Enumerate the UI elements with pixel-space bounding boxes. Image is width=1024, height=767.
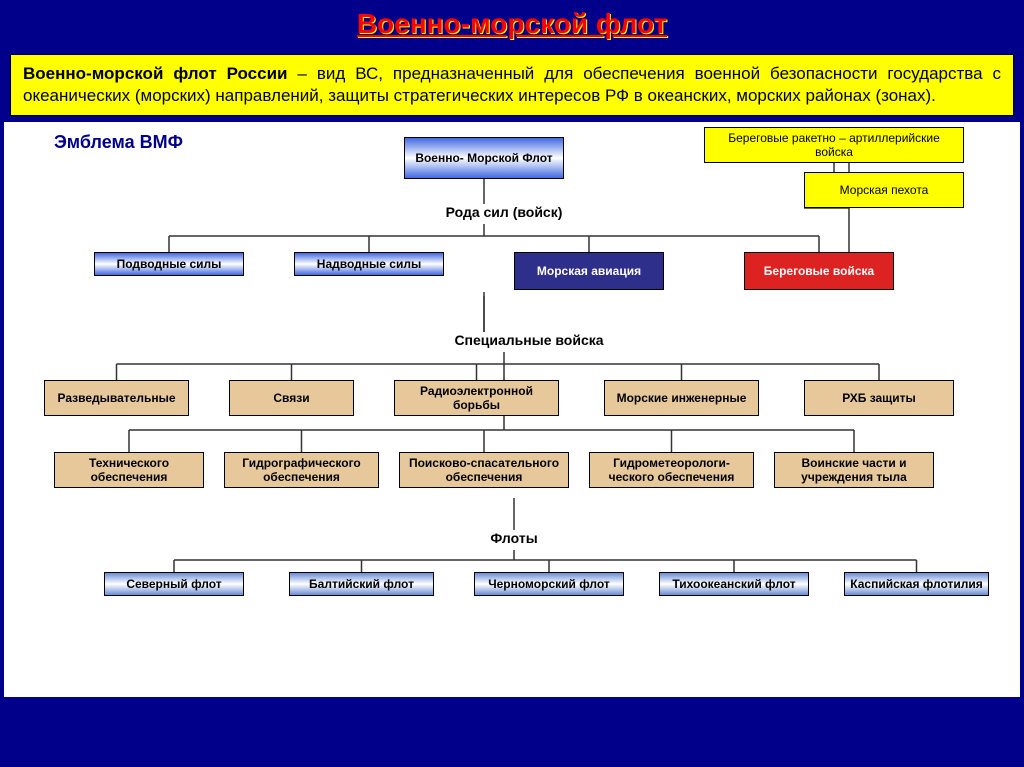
special1-1: Связи <box>229 380 354 416</box>
page-title: Военно-морской флот <box>357 8 667 39</box>
special1-3: Морские инженерные <box>604 380 759 416</box>
special2-1: Гидрографического обеспечения <box>224 452 379 488</box>
label-special: Специальные войска <box>404 332 654 348</box>
label-fleets: Флоты <box>454 530 574 546</box>
label-branches: Рода сил (войск) <box>404 204 604 220</box>
branch-0: Подводные силы <box>94 252 244 276</box>
description-bold: Военно-морской флот России <box>23 64 287 83</box>
special2-4: Воинские части и учреждения тыла <box>774 452 934 488</box>
fleet-1: Балтийский флот <box>289 572 434 596</box>
fleet-2: Черноморский флот <box>474 572 624 596</box>
branch-1: Надводные силы <box>294 252 444 276</box>
fleet-0: Северный флот <box>104 572 244 596</box>
side-artillery: Береговые ракетно – артиллерийские войск… <box>704 127 964 163</box>
special1-0: Разведывательные <box>44 380 189 416</box>
side-marines: Морская пехота <box>804 172 964 208</box>
special2-3: Гидрометеорологи-ческого обеспечения <box>589 452 754 488</box>
description-box: Военно-морской флот России – вид ВС, пре… <box>10 54 1014 116</box>
branch-2: Морская авиация <box>514 252 664 290</box>
org-chart: Эмблема ВМФ Военно- Морской Флот Береговы… <box>4 122 1020 697</box>
root-node: Военно- Морской Флот <box>404 137 564 179</box>
fleet-3: Тихоокеанский флот <box>659 572 809 596</box>
special2-0: Технического обеспечения <box>54 452 204 488</box>
special1-4: РХБ защиты <box>804 380 954 416</box>
special2-2: Поисково-спасательного обеспечения <box>399 452 569 488</box>
fleet-4: Каспийская флотилия <box>844 572 989 596</box>
title-bar: Военно-морской флот <box>0 0 1024 48</box>
special1-2: Радиоэлектронной борьбы <box>394 380 559 416</box>
emblem-label: Эмблема ВМФ <box>54 132 183 153</box>
branch-3: Береговые войска <box>744 252 894 290</box>
